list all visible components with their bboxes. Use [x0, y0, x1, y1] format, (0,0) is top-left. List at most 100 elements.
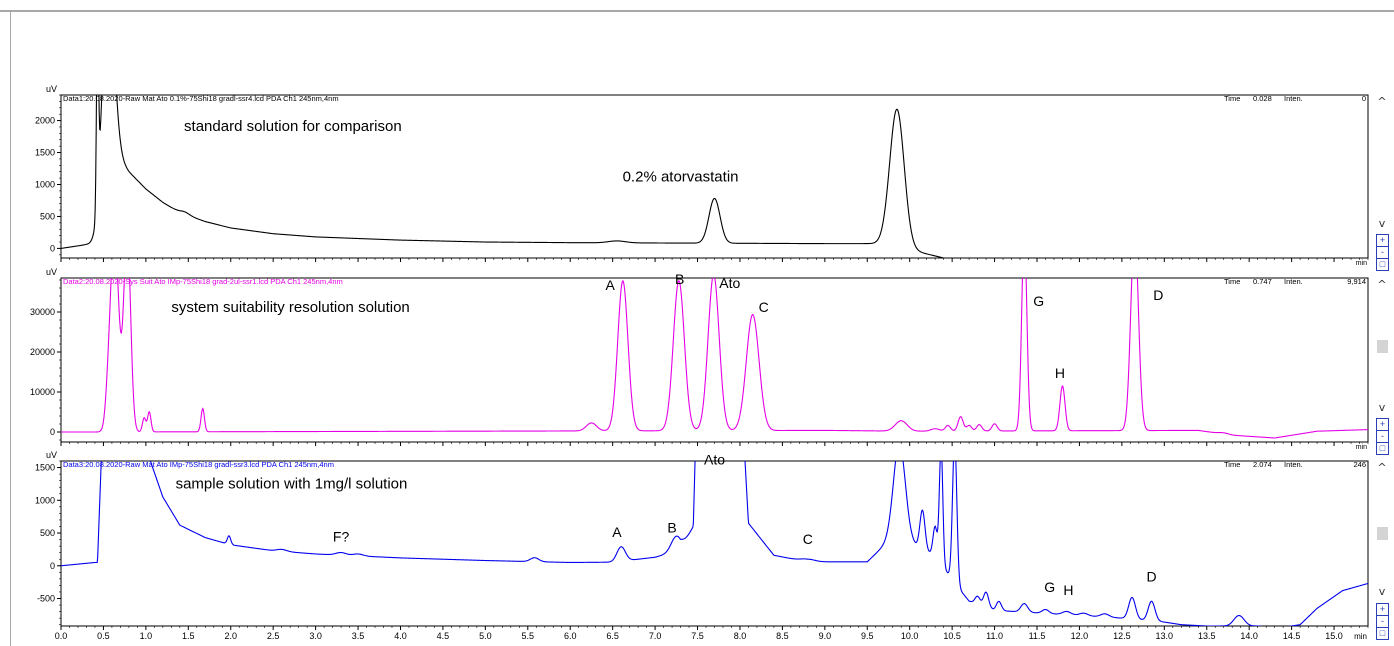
panel2-header: Data2:20.08.2020-Sys Suit Ato IMp-75Shi1… — [63, 277, 343, 286]
window-top-border — [0, 10, 1394, 12]
panel3-xtick-label: 12.0 — [1071, 631, 1089, 641]
panel1-annotation: standard solution for comparison — [184, 118, 402, 135]
panel3-xtick-label: 1.5 — [182, 631, 195, 641]
panel3-xtick-label: 5.0 — [479, 631, 492, 641]
panel2-info-inten-value: 9,914 — [1347, 277, 1366, 286]
panel2-info-time-label: Time — [1224, 277, 1240, 286]
panel2-annotation: D — [1153, 287, 1163, 303]
panel3-xtick-label: 13.5 — [1198, 631, 1216, 641]
panel3-xtick-label: 0.5 — [97, 631, 110, 641]
panel3-annotation: sample solution with 1mg/l solution — [176, 476, 408, 493]
panel1-ytick-label: 1000 — [35, 179, 55, 189]
panel3-ylabel: uV — [46, 450, 57, 460]
panel3-info-inten-label: Inten. — [1284, 460, 1303, 469]
panel3-info-time-label: Time — [1224, 460, 1240, 469]
panel3-annotation: H — [1063, 582, 1073, 598]
panel3-xtick-label: 4.5 — [437, 631, 450, 641]
panel1-info-inten-value: 0 — [1362, 94, 1366, 103]
panel3-plot-area — [60, 460, 1369, 627]
panel2-annotation: B — [675, 271, 684, 287]
panel2-annotation: C — [759, 299, 769, 315]
panel3-zoom-fit-button[interactable]: □ — [1376, 627, 1389, 640]
panel3-xtick-label: 4.0 — [394, 631, 407, 641]
panel3-annotation: D — [1147, 568, 1157, 584]
panel3-xtick-label: 11.5 — [1029, 631, 1046, 641]
panel1-ytick-label: 500 — [40, 211, 55, 221]
panel3-ytick-label: 1000 — [35, 495, 55, 505]
panel3-xtick-label: 5.5 — [522, 631, 535, 641]
panel2-annotation: G — [1033, 293, 1044, 309]
panel2-scroll-up-button[interactable]: ^ — [1377, 278, 1387, 291]
panel1-info-inten-label: Inten. — [1284, 94, 1303, 103]
panel2-info-inten-label: Inten. — [1284, 277, 1303, 286]
panel3-scroll-thumb[interactable] — [1377, 527, 1388, 540]
panel2-ytick-label: 20000 — [30, 347, 55, 357]
panel2-plot-area — [60, 277, 1369, 443]
panel3-xtick-label: 6.5 — [606, 631, 619, 641]
panel2-info-time-value: 0.747 — [1253, 277, 1272, 286]
panel1-plot-area — [60, 94, 1369, 259]
panel1-ytick-label: 2000 — [35, 116, 55, 126]
panel2-annotation: A — [605, 277, 615, 293]
panel3-annotation: C — [803, 531, 813, 547]
panel3-scroll-up-button[interactable]: ^ — [1377, 461, 1387, 474]
panel3-xtick-label: 14.0 — [1240, 631, 1258, 641]
panel3-xtick-label: 3.5 — [352, 631, 365, 641]
panel2-annotation: system suitability resolution solution — [171, 299, 409, 316]
panel3-ytick-label: 500 — [40, 528, 55, 538]
panel1-ytick-label: 1500 — [35, 148, 55, 158]
panel3-xtick-label: 12.5 — [1113, 631, 1131, 641]
panel2-xunit: min — [1356, 444, 1367, 451]
panel3-xtick-label: 7.0 — [649, 631, 662, 641]
panel1-zoom-fit-button[interactable]: □ — [1376, 258, 1389, 271]
panel2-scroll-thumb[interactable] — [1377, 340, 1388, 353]
panel1-trace — [61, 95, 1368, 258]
panel2-ytick-label: 30000 — [30, 307, 55, 317]
panel3-annotation: B — [667, 519, 676, 535]
panel2-ylabel: uV — [46, 267, 57, 277]
panel3-info-time-value: 2.074 — [1253, 460, 1272, 469]
panel1-ytick-label: 0 — [50, 243, 55, 253]
panel3-annotation: A — [612, 524, 622, 540]
panel3-xtick-label: 2.0 — [224, 631, 237, 641]
panel3-scroll-down-button[interactable]: v — [1378, 585, 1386, 598]
panel3-xtick-label: 9.0 — [819, 631, 832, 641]
panel1-header: Data1:20.08.2020-Raw Mat Ato 0.1%-75Shi1… — [63, 94, 339, 103]
panel3-xtick-label: 13.0 — [1156, 631, 1174, 641]
panel3-xtick-label: 2.5 — [267, 631, 280, 641]
panel3-annotation: Ato — [704, 451, 725, 467]
panel3-xtick-label: 10.5 — [943, 631, 961, 641]
panel1-zoom-out-button[interactable]: - — [1376, 246, 1389, 259]
panel2-scroll-down-button[interactable]: v — [1378, 401, 1386, 414]
panel3-xtick-label: 9.5 — [861, 631, 874, 641]
window-left-border — [10, 10, 11, 646]
panel3-xtick-label: 7.5 — [691, 631, 704, 641]
panel1-ylabel: uV — [46, 84, 57, 94]
panel3-xtick-label: 14.5 — [1283, 631, 1301, 641]
panel2-trace — [61, 278, 1368, 439]
panel3-ytick-label: 1500 — [35, 463, 55, 473]
panel1-annotation: 0.2% atorvastatin — [623, 168, 739, 185]
panel3-xtick-label: 0.0 — [55, 631, 68, 641]
panel1-info-time-label: Time — [1224, 94, 1240, 103]
panel3-header: Data3:20.08.2020-Raw Mat Ato IMp-75Shi18… — [63, 460, 334, 469]
panel3-xtick-label: 6.0 — [564, 631, 577, 641]
panel3-annotation: F? — [333, 529, 350, 545]
panel3-xtick-label: 10.0 — [901, 631, 919, 641]
panel3-ytick-label: -500 — [37, 594, 55, 604]
panel3-xtick-label: 15.0 — [1325, 631, 1343, 641]
panel3-xlabel: min — [1354, 632, 1367, 641]
panel3-xtick-label: 3.0 — [309, 631, 322, 641]
panel2-zoom-out-button[interactable]: - — [1376, 430, 1389, 443]
panel3-xtick-label: 8.5 — [776, 631, 789, 641]
panel1-scroll-down-button[interactable]: v — [1378, 217, 1386, 230]
panel2-ytick-label: 0 — [50, 427, 55, 437]
panel2-zoom-fit-button[interactable]: □ — [1376, 442, 1389, 455]
panel3-xtick-label: 11.0 — [986, 631, 1003, 641]
panel3-trace — [61, 461, 1368, 626]
panel3-annotation: G — [1044, 579, 1055, 595]
panel1-scroll-up-button[interactable]: ^ — [1377, 95, 1387, 108]
panel3-ytick-label: 0 — [50, 561, 55, 571]
